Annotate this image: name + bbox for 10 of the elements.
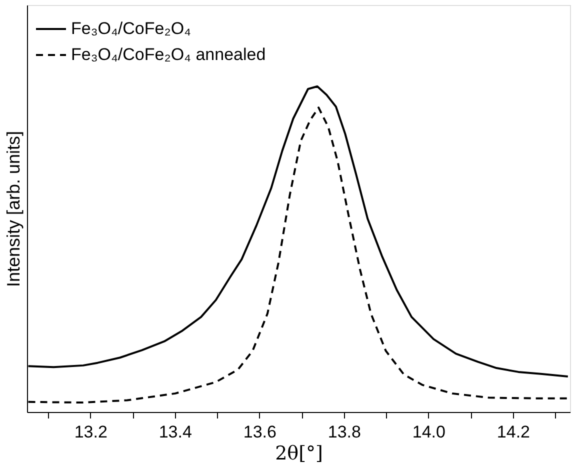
x-tick-label: 13.8 [328, 422, 361, 442]
x-tick-label: 14.0 [412, 422, 446, 442]
legend-label: Fe₃O₄/CoFe₂O₄ annealed [71, 45, 266, 64]
x-tick-label: 13.4 [158, 422, 192, 442]
x-tick-label: 13.6 [243, 422, 276, 442]
legend-label: Fe₃O₄/CoFe₂O₄ [71, 19, 192, 38]
x-tick-label: 14.2 [496, 422, 530, 442]
x-axis-title: 2θ[°] [275, 442, 323, 464]
x-tick-label: 13.2 [74, 422, 108, 442]
y-axis-title: Intensity [arb. units] [4, 130, 24, 288]
